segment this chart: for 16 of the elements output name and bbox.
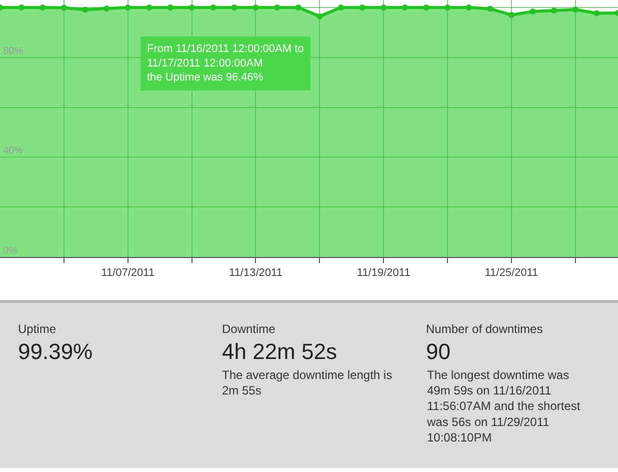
- text: Uptime: [18, 322, 56, 336]
- y-tick-label: 0%: [3, 246, 18, 256]
- text: Number of downtimes: [426, 322, 543, 336]
- x-tick-label: 11/25/2011: [484, 267, 538, 280]
- text: 4h 22m 52s: [222, 339, 337, 364]
- text: 90: [426, 339, 450, 364]
- x-tick-label: 11/19/2011: [356, 267, 410, 280]
- x-tick-label: 11/07/2011: [101, 267, 155, 280]
- text: 99.39%: [18, 339, 93, 364]
- y-tick-label: 40%: [3, 146, 24, 157]
- text: The average downtime length is 2m 55s: [222, 368, 392, 398]
- x-tick-label: 11/13/2011: [229, 267, 282, 280]
- text: The longest downtime was 49m 59s on 11/16/2011 11:56:07AM and the shortest was 56s on 11/29/2011 10:08:10PM: [426, 368, 581, 444]
- y-tick-label: 80%: [3, 46, 24, 57]
- text: Downtime: [222, 322, 276, 336]
- annotation: From 11/16/2011 12:00:00AM to 11/17/2011 12:00:00AM the Uptime was 96.46%: [147, 43, 304, 84]
